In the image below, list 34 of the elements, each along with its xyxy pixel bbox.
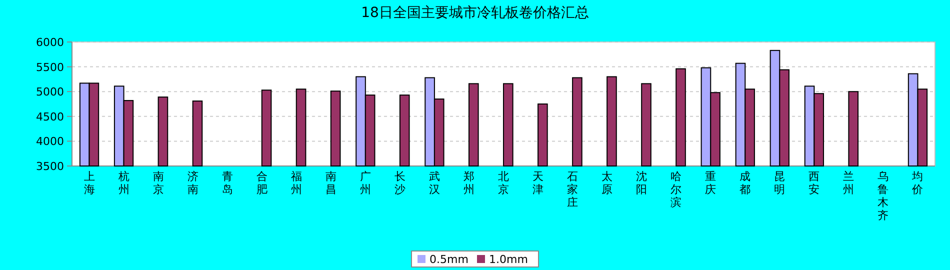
x-tick-label: 南京 [152,170,164,196]
x-tick-label: 上海 [84,170,95,196]
x-tick-label: 长沙 [394,170,406,196]
x-tick-label: 青岛 [222,170,233,196]
x-tick-label: 杭州 [117,170,130,196]
x-tick-label: 兰州 [843,170,854,196]
x-tick-label: 南昌 [325,170,336,196]
legend-label: 1.0mm [489,253,528,266]
x-tick-label: 合肥 [256,170,268,196]
x-tick-label: 天津 [532,170,544,196]
x-tick-label: 哈尔滨 [670,170,682,209]
x-tick-label: 武汉 [428,170,440,196]
y-tick-label: 5500 [36,60,64,74]
x-tick-label: 福州 [290,170,302,196]
x-tick-label: 沈阳 [636,170,648,196]
x-tick-label: 西安 [808,170,820,196]
legend-label: 0.5mm [430,253,468,266]
y-tick-label: 4500 [36,110,64,124]
x-tick-label: 成都 [740,170,751,196]
y-tick-label: 5000 [36,86,64,99]
chart-title: 18日全国主要城市冷轧板卷价格汇总 [361,5,589,21]
x-tick-label: 广州 [360,170,371,196]
y-tick-label: 6000 [36,36,64,49]
y-tick-label: 3500 [36,160,64,173]
x-tick-label: 重庆 [705,170,716,196]
x-tick-label: 北京 [498,170,509,196]
y-tick-label: 4000 [36,135,64,148]
x-tick-label: 乌鲁木齐 [878,170,889,222]
x-tick-label: 郑州 [463,170,474,196]
x-tick-label: 昆明 [774,170,786,196]
x-tick-label: 太原 [602,170,613,196]
x-tick-label: 石家庄 [567,170,578,209]
x-tick-label: 均价 [911,170,924,196]
x-tick-label: 济南 [187,170,198,196]
